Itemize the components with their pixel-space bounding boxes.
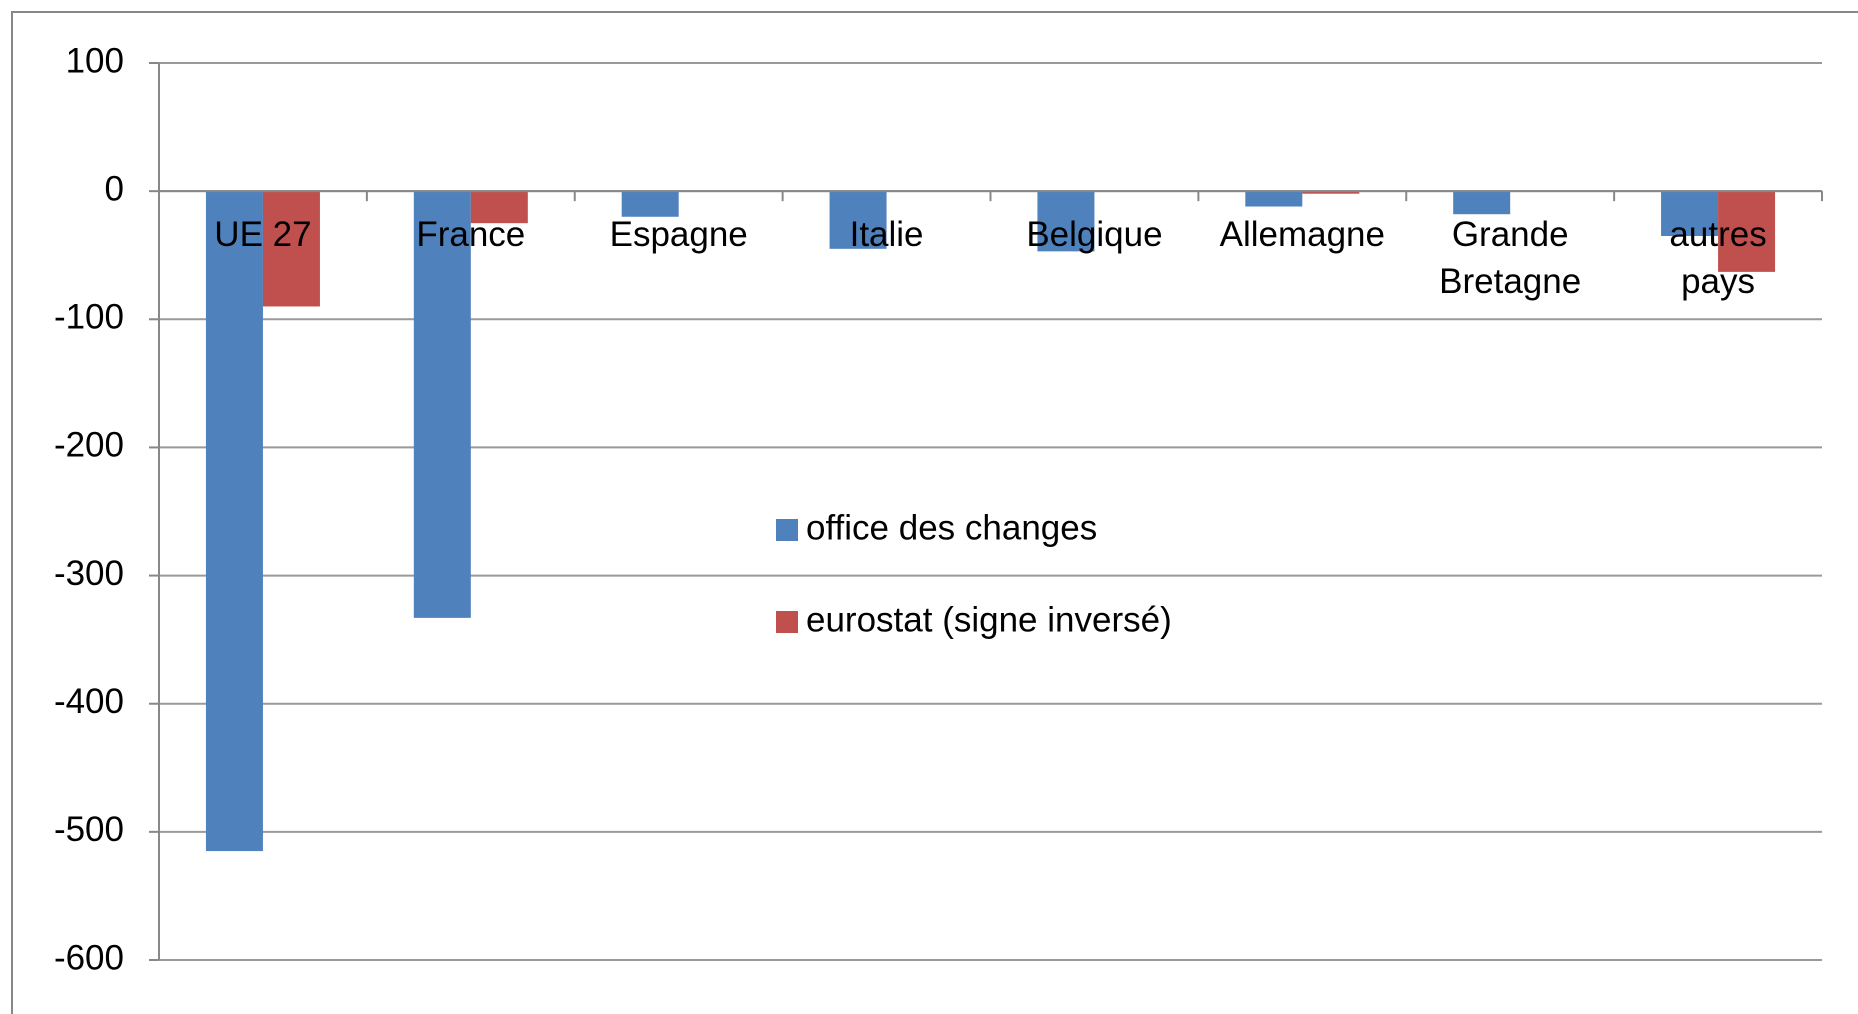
x-tick-label: Belgique bbox=[1026, 215, 1163, 255]
y-tick-label: -100 bbox=[54, 298, 124, 337]
x-tick-label: autres pays bbox=[1669, 215, 1767, 302]
y-tick-label: -300 bbox=[54, 554, 124, 593]
bar bbox=[413, 191, 471, 618]
x-tick-label: UE 27 bbox=[214, 215, 312, 255]
bar bbox=[262, 191, 320, 307]
y-tick-label: -400 bbox=[54, 682, 124, 721]
legend-label: eurostat (signe inversé) bbox=[806, 600, 1172, 639]
bar bbox=[829, 191, 887, 249]
legend-swatch bbox=[776, 611, 798, 633]
bar bbox=[470, 191, 528, 224]
bar bbox=[205, 191, 263, 852]
x-tick-label: Allemagne bbox=[1219, 215, 1385, 255]
bar bbox=[1661, 191, 1719, 236]
legend-label: office des changes bbox=[806, 508, 1097, 547]
x-tick-label: Italie bbox=[849, 215, 924, 255]
bar bbox=[1037, 191, 1095, 252]
y-tick-label: 0 bbox=[105, 169, 124, 208]
bar bbox=[1453, 191, 1511, 215]
frame bbox=[11, 11, 1858, 1014]
y-tick-label: -600 bbox=[54, 938, 124, 977]
x-tick-label: Grande Bretagne bbox=[1439, 215, 1582, 302]
y-tick-label: -500 bbox=[54, 810, 124, 849]
bar bbox=[621, 191, 679, 217]
legend-swatch bbox=[776, 519, 798, 541]
x-tick-label: France bbox=[416, 215, 526, 255]
bar bbox=[1718, 191, 1776, 272]
y-tick-label: 100 bbox=[66, 41, 124, 80]
bar bbox=[1245, 191, 1303, 207]
y-tick-label: -200 bbox=[54, 426, 124, 465]
x-tick-label: Espagne bbox=[609, 215, 748, 255]
bar bbox=[1302, 191, 1360, 194]
